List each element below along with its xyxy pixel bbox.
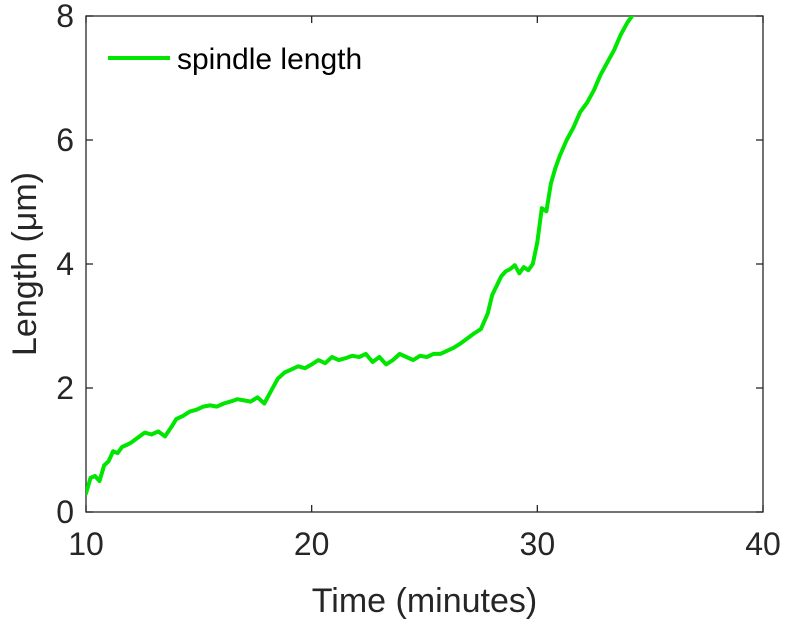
x-tick-label: 40: [745, 526, 781, 562]
y-tick-label: 2: [56, 370, 74, 406]
x-tick-label: 10: [68, 526, 104, 562]
x-axis-label: Time (minutes): [312, 582, 537, 620]
y-tick-label: 6: [56, 122, 74, 158]
y-tick-labels: 0 2 4 6 8: [56, 0, 74, 530]
legend: spindle length: [108, 43, 362, 76]
y-tick-label: 4: [56, 246, 74, 282]
x-tick-label: 30: [520, 526, 556, 562]
plot-area: [85, 15, 764, 513]
series-line-spindle-length: [86, 16, 635, 496]
y-tick-label: 8: [56, 0, 74, 34]
x-tick-labels: 10 20 30 40: [68, 526, 781, 562]
x-tick-label: 20: [294, 526, 330, 562]
legend-label: spindle length: [177, 43, 362, 76]
tick-marks: [85, 15, 764, 513]
y-axis-label: Length (μm): [6, 172, 44, 356]
y-tick-label: 0: [56, 494, 74, 530]
